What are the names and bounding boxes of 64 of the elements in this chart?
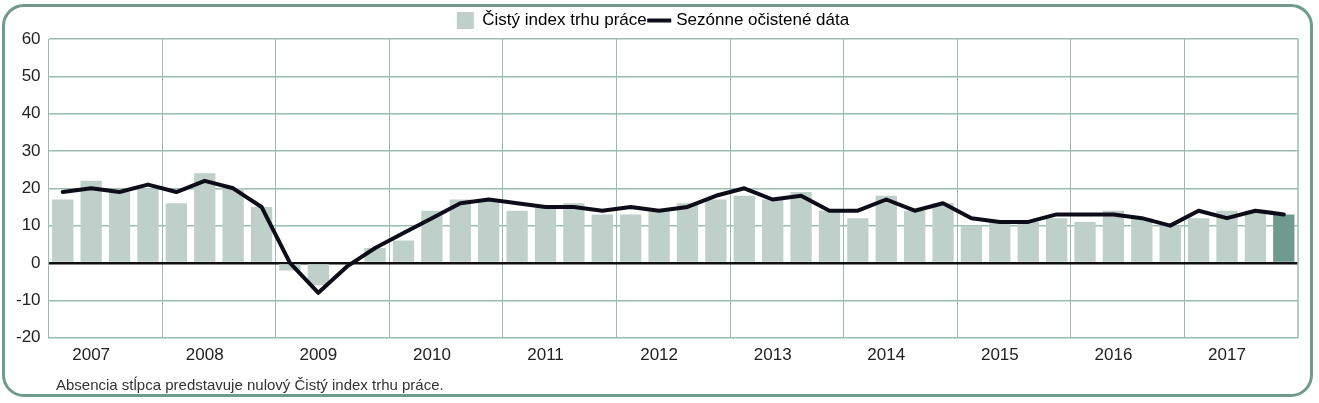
- x-tick-label: 2015: [980, 345, 1019, 365]
- x-tick-label: 2007: [72, 345, 111, 365]
- bar: [80, 180, 102, 262]
- bar: [790, 192, 812, 262]
- bar: [1102, 210, 1125, 262]
- bar: [847, 218, 869, 262]
- bar: [733, 195, 755, 262]
- y-tick-label: 0: [31, 252, 41, 272]
- bar: [307, 264, 329, 286]
- y-tick-label: 30: [21, 140, 41, 160]
- x-tick-label: 2009: [299, 345, 338, 365]
- bar: [904, 210, 926, 262]
- bar: [932, 203, 954, 262]
- bar: [1244, 210, 1267, 262]
- x-tick-label: 2010: [413, 345, 451, 365]
- bar: [676, 203, 699, 262]
- legend-label: Sezónne očistené dáta: [676, 10, 850, 30]
- bar: [478, 199, 500, 262]
- bar: [818, 210, 841, 262]
- bar: [52, 199, 74, 262]
- y-tick-label: -10: [15, 289, 41, 309]
- x-tick-label: 2014: [867, 345, 906, 365]
- bar: [705, 199, 727, 262]
- bar: [563, 203, 585, 262]
- bar: [1131, 218, 1153, 262]
- y-tick-label: 10: [21, 215, 41, 235]
- bar: [449, 199, 471, 262]
- bar: [392, 240, 415, 262]
- bar: [591, 214, 613, 262]
- bar: [1159, 225, 1181, 262]
- bar: [108, 192, 131, 262]
- bar: [222, 188, 244, 262]
- y-tick-label: -20: [15, 327, 41, 347]
- bar: [989, 221, 1011, 262]
- x-tick-label: 2011: [527, 345, 564, 365]
- bar: [194, 173, 216, 262]
- bar: [1017, 221, 1039, 262]
- y-tick-label: 50: [21, 66, 41, 86]
- y-tick-label: 40: [21, 103, 41, 123]
- bar: [1187, 218, 1210, 262]
- bar: [421, 210, 443, 262]
- bar: [1273, 214, 1295, 262]
- text: Absencia stĺpca predstavuje nulový Čistý index trhu práce.: [56, 376, 444, 393]
- bar: [1216, 210, 1238, 262]
- bar: [250, 206, 273, 262]
- bar: [165, 203, 187, 262]
- y-tick-label: 60: [21, 28, 41, 48]
- bar: [762, 199, 784, 262]
- y-tick-label: 20: [21, 177, 41, 197]
- x-tick-label: 2012: [640, 345, 678, 365]
- bar: [620, 214, 642, 262]
- bar: [534, 206, 557, 262]
- bar: [648, 210, 670, 262]
- x-tick-label: 2008: [185, 345, 224, 365]
- bar: [137, 188, 159, 262]
- bar: [875, 195, 897, 262]
- legend-label: Čistý index trhu práce: [482, 10, 647, 30]
- x-tick-label: 2016: [1094, 345, 1133, 365]
- bar: [960, 225, 983, 262]
- x-tick-label: 2013: [753, 345, 792, 365]
- bar: [1045, 218, 1068, 262]
- bar: [1074, 221, 1096, 262]
- bar: [506, 210, 528, 262]
- x-tick-label: 2017: [1208, 345, 1246, 365]
